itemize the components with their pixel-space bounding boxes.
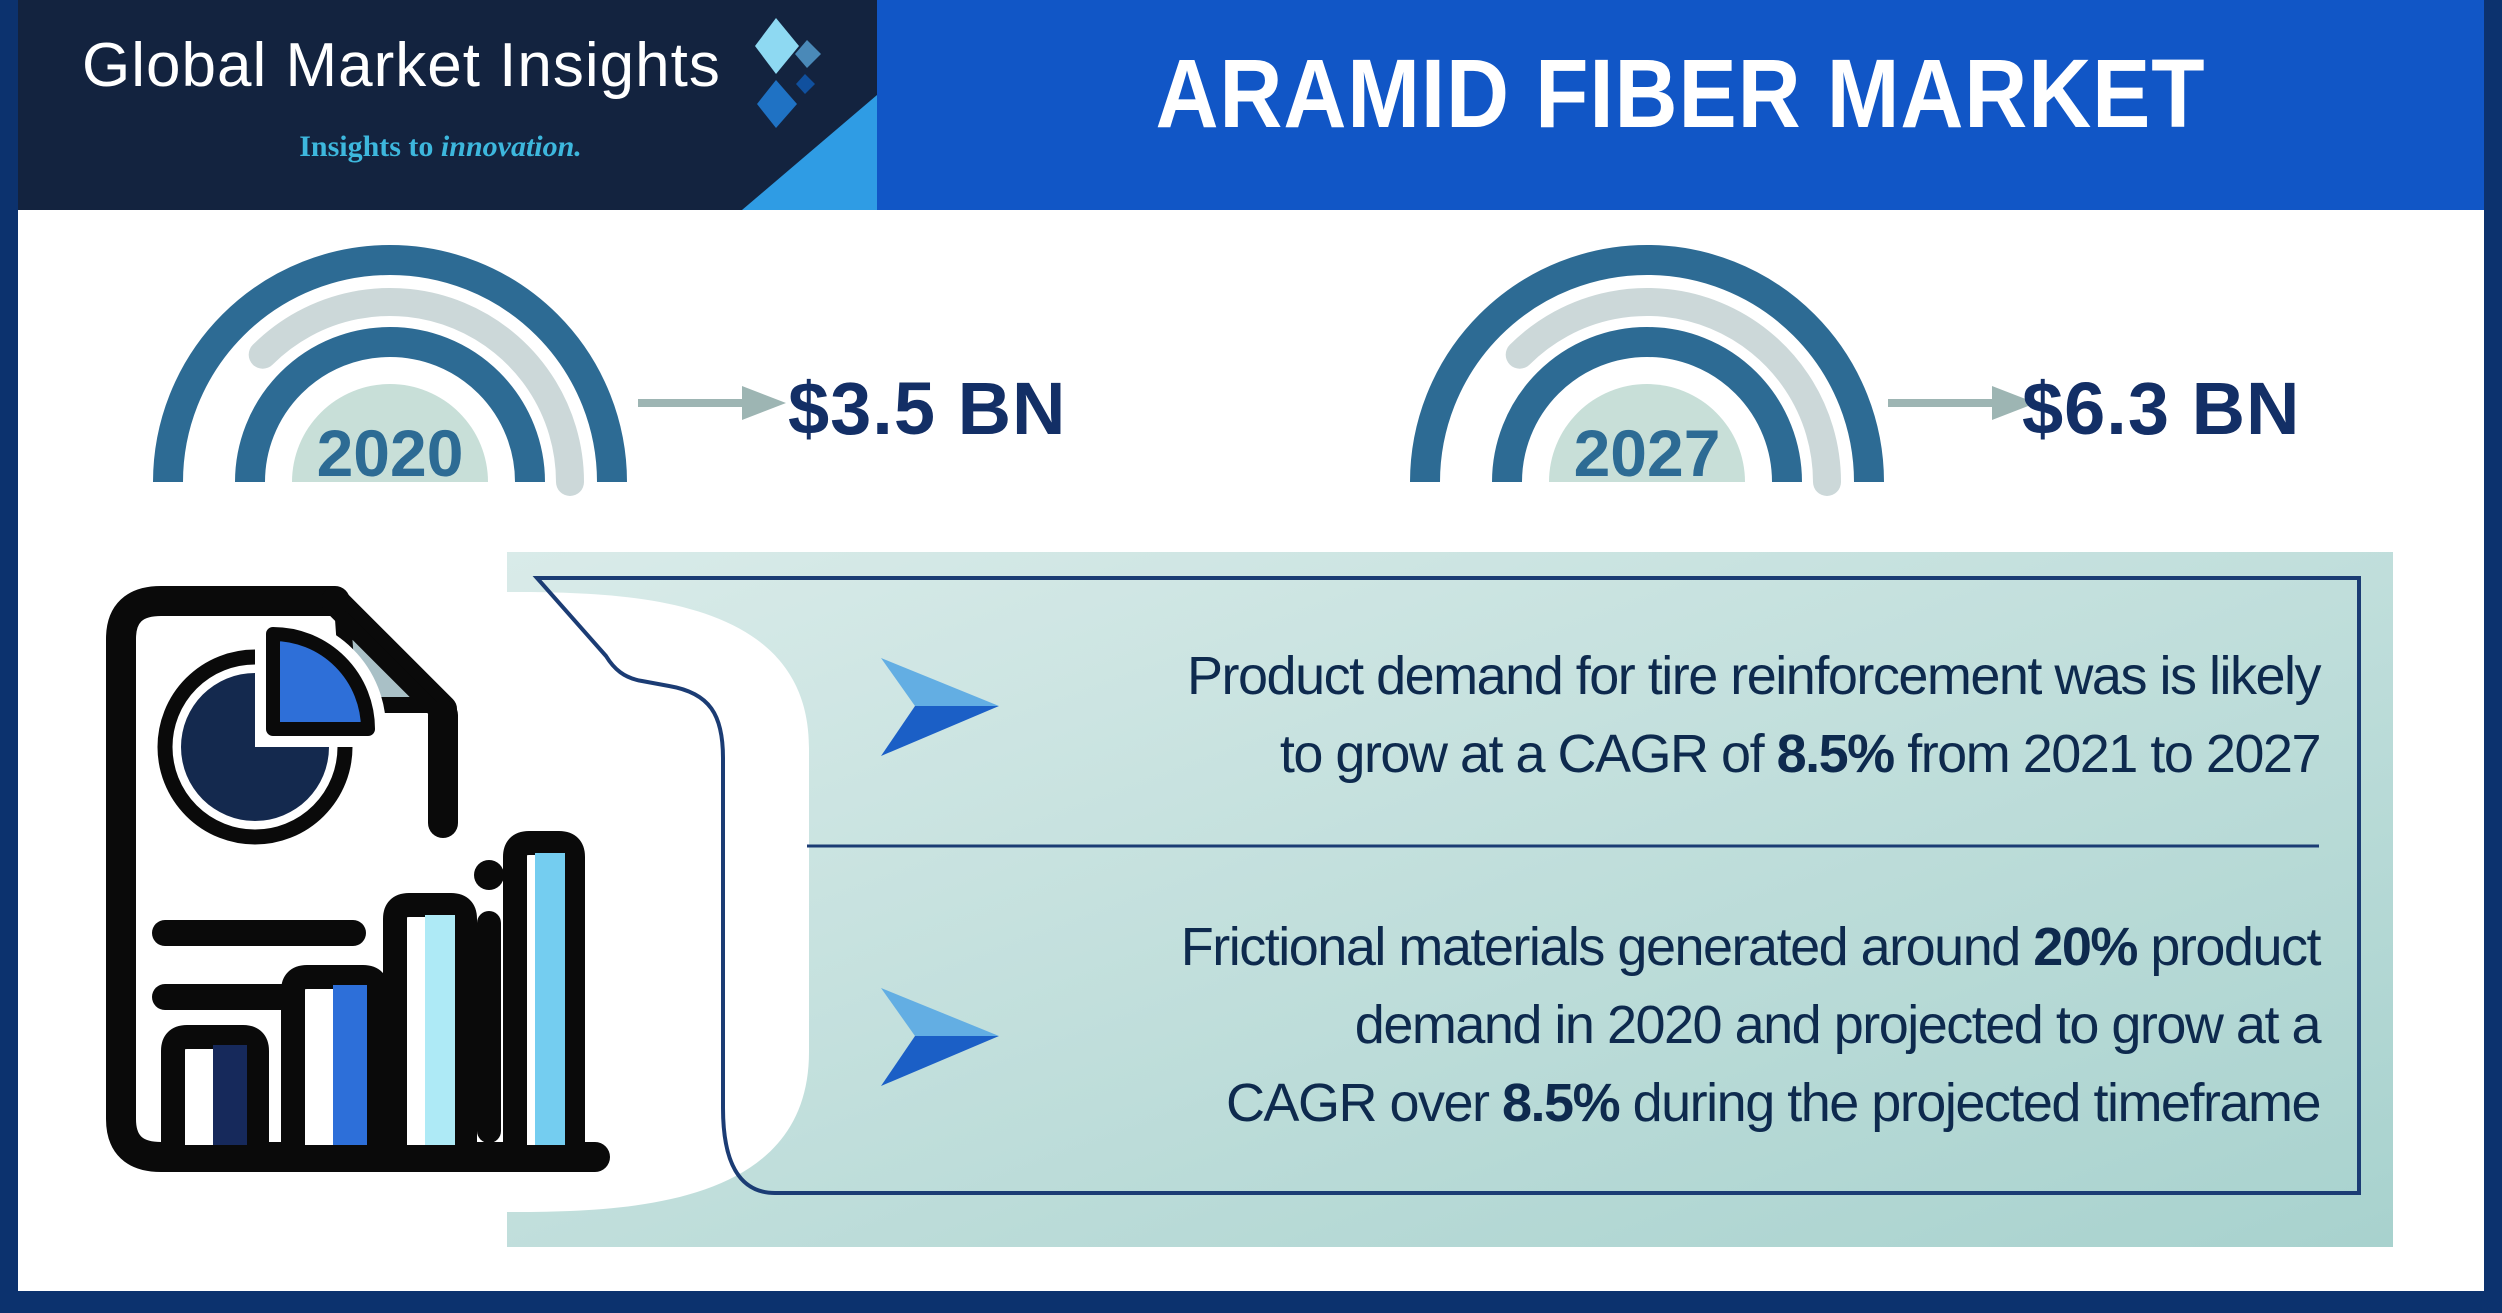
text-lines-glyph xyxy=(152,920,366,1010)
chevron-bullet-icon xyxy=(881,988,999,1086)
brand-name: Global Market Insights xyxy=(82,31,721,100)
document-chart-icon xyxy=(106,586,610,1172)
header-band: ARAMID FIBER MARKET Global Market Insigh… xyxy=(0,0,2502,210)
tagline-italic: innovation. xyxy=(440,130,582,163)
insight-panel xyxy=(507,552,2393,1247)
logo-corner-wedge-icon xyxy=(742,95,877,210)
tagline-plain: Insights to xyxy=(299,130,441,163)
brand-tagline: Insights to innovation. xyxy=(4,130,877,164)
market-value-2020: $3.5 BN xyxy=(788,367,1067,450)
gauge-year-label: 2027 xyxy=(1574,416,1721,490)
gauge-2020: 2020 xyxy=(153,245,627,496)
panel-background xyxy=(507,552,2393,1247)
pie-chart-glyph xyxy=(157,616,386,845)
arrow-connector-icon xyxy=(1888,386,2036,420)
market-value-2027: $6.3 BN xyxy=(2022,367,2301,450)
page-title: ARAMID FIBER MARKET xyxy=(1155,39,2206,148)
gauge-2027: 2027 xyxy=(1410,245,1884,496)
insight-text-2: Frictional materials generated around 20… xyxy=(1180,917,2322,1133)
panel-inner-border xyxy=(532,576,2361,1195)
insight-text-1: Product demand for tire reinforcement wa… xyxy=(1187,646,2322,784)
arrow-connector-icon xyxy=(638,386,786,420)
gauge-year-label: 2020 xyxy=(317,416,464,490)
bar-chart-glyph xyxy=(161,831,585,1145)
logo-box: Global Market Insights Insights to innov… xyxy=(4,0,877,210)
page-outline xyxy=(106,586,610,1172)
chevron-bullet-icon xyxy=(881,658,999,756)
